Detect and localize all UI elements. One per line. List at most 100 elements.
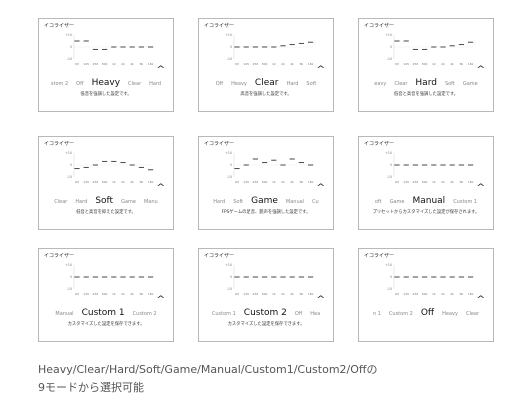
mode-option[interactable]: oft xyxy=(374,199,382,205)
band-label: 2k xyxy=(121,180,125,184)
band-label: 8k xyxy=(300,62,304,66)
mode-option[interactable]: Custom 2 xyxy=(132,311,157,317)
band-label: 63 xyxy=(395,62,399,66)
mode-option[interactable]: Soft xyxy=(306,81,317,87)
mode-option[interactable]: Off xyxy=(294,311,303,317)
mode-selected[interactable]: Hard xyxy=(415,78,437,88)
mode-option[interactable]: Clear xyxy=(54,199,68,205)
mode-selector: Custom 1 Custom 2 Off Hea xyxy=(199,308,333,320)
mode-selected[interactable]: Off xyxy=(420,308,435,318)
eq-graph: +10 0 -10 63 125 250 500 1k 2k 4k 8k 16k xyxy=(223,150,323,188)
band-label: 16k xyxy=(468,180,474,184)
y-tick-label: 0 xyxy=(70,275,72,279)
mode-option[interactable]: Clear xyxy=(394,81,408,87)
mode-selected[interactable]: Clear xyxy=(254,78,279,88)
chevron-up-icon[interactable]: ^ xyxy=(156,295,166,305)
band-label: 250 xyxy=(413,62,419,66)
chevron-up-icon[interactable]: ^ xyxy=(316,183,326,193)
mode-description: 低音を強調した設定です。 xyxy=(80,92,132,97)
mode-selected[interactable]: Custom 2 xyxy=(243,308,287,318)
mode-selector: Manual Custom 1 Custom 2 xyxy=(39,308,173,320)
band-label: 500 xyxy=(102,292,108,296)
y-tick-label: -10 xyxy=(387,175,392,179)
band-label: 1k xyxy=(432,292,436,296)
band-label: 4k xyxy=(290,62,294,66)
caption-line-2: 9モードから選択可能 xyxy=(38,381,144,394)
panel-title: イコライザー xyxy=(204,23,235,29)
band-label: 16k xyxy=(468,62,474,66)
mode-option[interactable]: Heavy xyxy=(442,311,458,317)
mode-option[interactable]: stom 2 xyxy=(50,81,69,87)
mode-option[interactable]: Off xyxy=(215,81,224,87)
band-label: 63 xyxy=(395,180,399,184)
mode-description: FPSゲームの足音、銃声を強調した設定です。 xyxy=(221,210,311,215)
mode-option[interactable]: Custom 1 xyxy=(453,199,478,205)
mode-selected[interactable]: Heavy xyxy=(91,78,121,88)
mode-option[interactable]: eavy xyxy=(374,81,387,87)
mode-option[interactable]: Custom 1 xyxy=(211,311,236,317)
band-label: 16k xyxy=(148,180,154,184)
band-label: 250 xyxy=(93,180,99,184)
mode-option[interactable]: Game xyxy=(121,199,136,205)
mode-option[interactable]: Hard xyxy=(213,199,226,205)
band-label: 250 xyxy=(253,180,259,184)
mode-option[interactable]: Soft xyxy=(233,199,244,205)
mode-option[interactable]: Manual xyxy=(285,199,305,205)
chevron-up-icon[interactable]: ^ xyxy=(156,183,166,193)
mode-selected[interactable]: Soft xyxy=(95,196,114,206)
caption-line-1: Heavy/Clear/Hard/Soft/Game/Manual/Custom… xyxy=(38,363,378,376)
y-tick-label: -10 xyxy=(67,57,72,61)
panel-title: イコライザー xyxy=(364,141,395,147)
band-label: 8k xyxy=(300,180,304,184)
band-label: 500 xyxy=(422,62,428,66)
mode-option[interactable]: Hea xyxy=(310,311,321,317)
band-label: 250 xyxy=(93,62,99,66)
mode-option[interactable]: Heavy xyxy=(231,81,247,87)
mode-description: 高音を強調した設定です。 xyxy=(240,92,292,97)
y-tick-label: 0 xyxy=(70,163,72,167)
mode-option[interactable]: Game xyxy=(389,199,405,205)
chevron-up-icon[interactable]: ^ xyxy=(476,65,486,75)
chevron-up-icon[interactable]: ^ xyxy=(156,65,166,75)
chevron-up-icon[interactable]: ^ xyxy=(316,295,326,305)
band-label: 63 xyxy=(75,62,79,66)
band-label: 125 xyxy=(243,292,249,296)
panel-title: イコライザー xyxy=(204,141,235,147)
mode-option[interactable]: Hard xyxy=(286,81,299,87)
mode-option[interactable]: Hard xyxy=(75,199,88,205)
mode-option[interactable]: Soft xyxy=(444,81,455,87)
mode-description: カスタマイズした設定を保存できます。 xyxy=(227,322,305,327)
mode-option[interactable]: Clear xyxy=(128,81,142,87)
mode-option[interactable]: Off xyxy=(76,81,84,87)
y-tick-label: +10 xyxy=(225,33,232,37)
mode-option[interactable]: Manual xyxy=(55,311,74,317)
eq-panel-clear: イコライザー +10 0 -10 63 125 250 500 1k 2k 4k 8k 16k ^ Off H… xyxy=(198,18,334,112)
mode-option[interactable]: n 1 xyxy=(372,311,381,317)
chevron-up-icon[interactable]: ^ xyxy=(316,65,326,75)
band-label: 125 xyxy=(243,62,249,66)
chevron-up-icon[interactable]: ^ xyxy=(476,295,486,305)
mode-selector: stom 2 Off Heavy Clear Hard xyxy=(39,78,173,90)
band-label: 63 xyxy=(395,292,399,296)
mode-option[interactable]: Manu xyxy=(143,199,158,205)
mode-option[interactable]: Cu xyxy=(312,199,319,205)
chevron-up-icon[interactable]: ^ xyxy=(476,183,486,193)
band-label: 125 xyxy=(83,292,89,296)
y-tick-label: +10 xyxy=(225,151,232,155)
band-label: 125 xyxy=(83,180,89,184)
panel-title: イコライザー xyxy=(204,253,235,259)
mode-option[interactable]: Game xyxy=(462,81,478,87)
mode-selected[interactable]: Manual xyxy=(412,196,446,206)
band-label: 500 xyxy=(102,62,108,66)
mode-selected[interactable]: Game xyxy=(251,196,278,206)
mode-option[interactable]: Hard xyxy=(149,81,162,87)
band-label: 1k xyxy=(112,180,116,184)
mode-option[interactable]: Clear xyxy=(465,311,480,317)
band-label: 63 xyxy=(235,180,239,184)
band-label: 500 xyxy=(422,292,428,296)
mode-selected[interactable]: Custom 1 xyxy=(81,308,125,318)
mode-option[interactable]: Custom 2 xyxy=(388,311,413,317)
band-label: 8k xyxy=(300,292,304,296)
y-tick-label: +10 xyxy=(65,263,72,267)
band-label: 4k xyxy=(290,180,294,184)
